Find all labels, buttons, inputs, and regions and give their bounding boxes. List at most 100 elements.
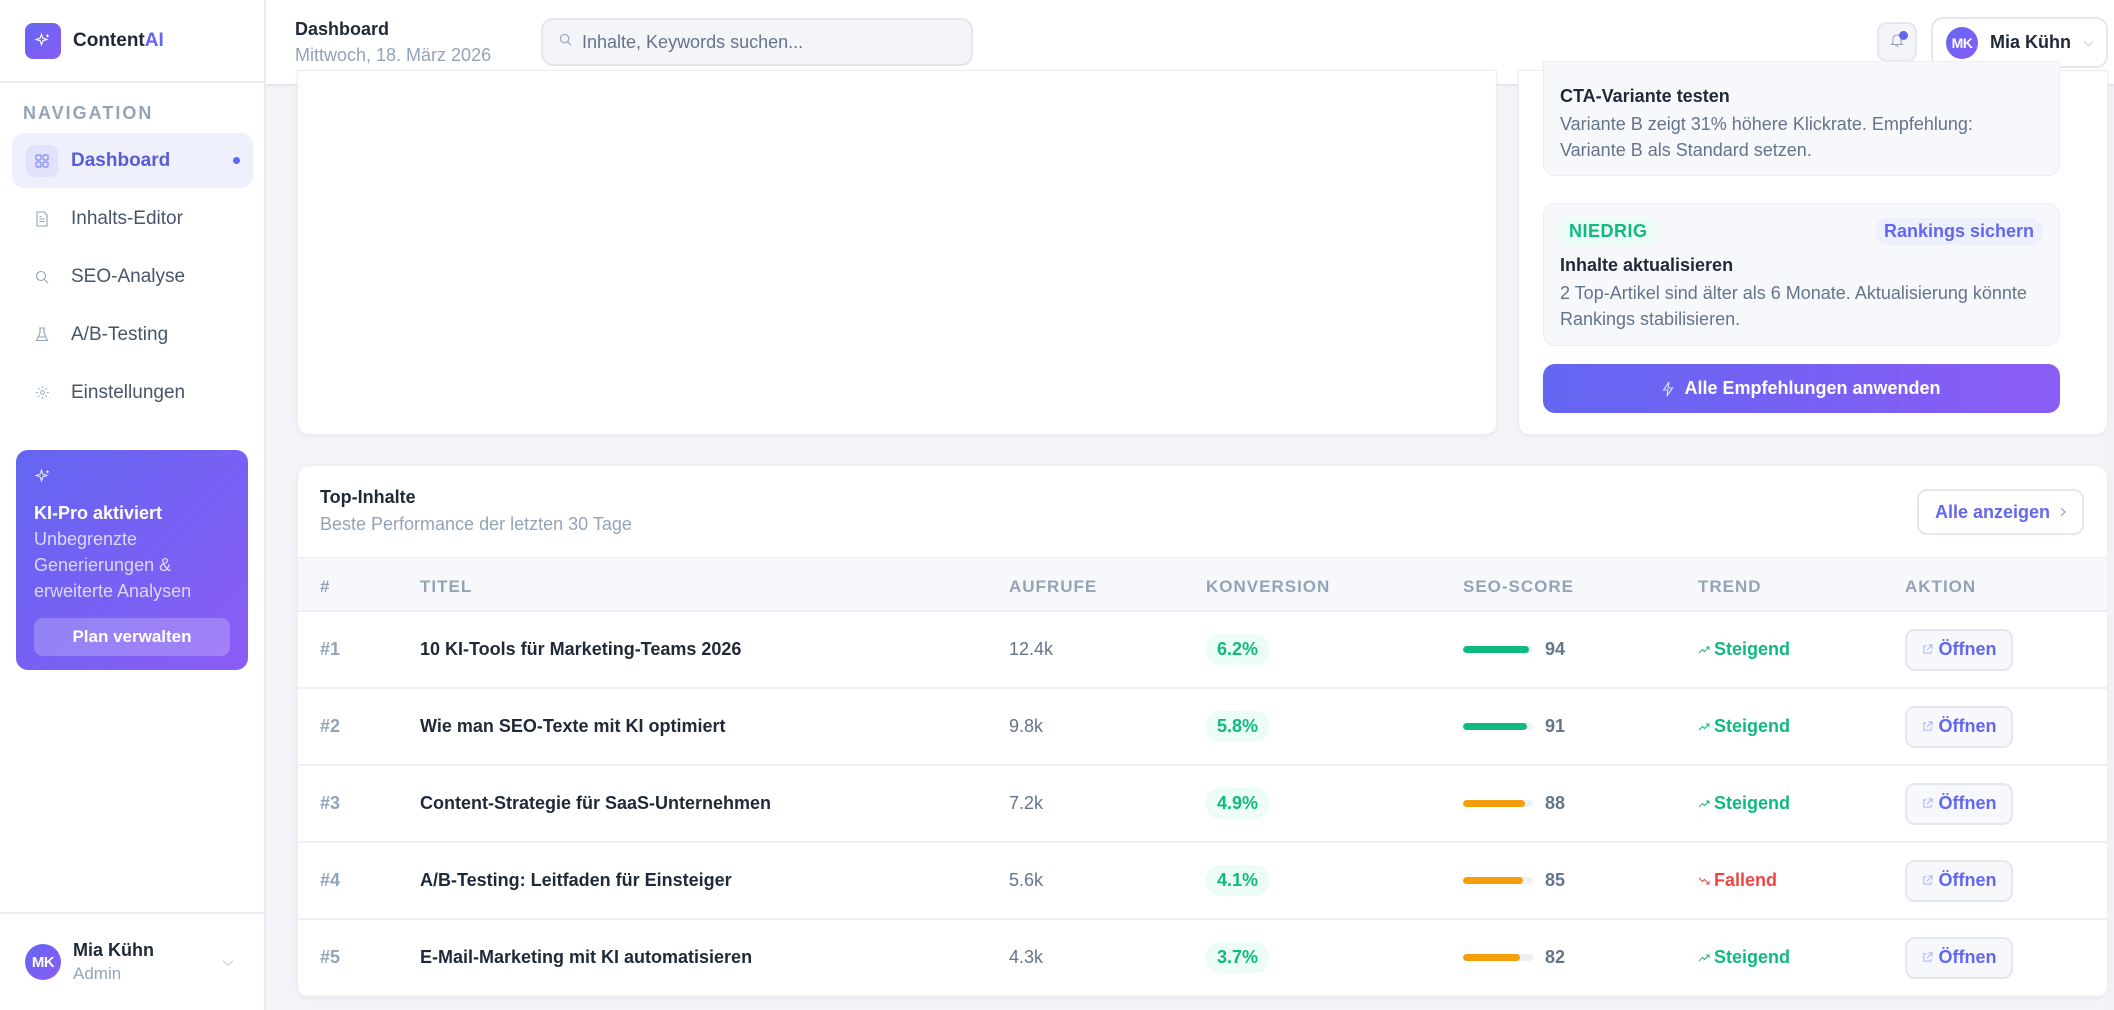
rank: #1 <box>320 639 341 659</box>
sidebar-item-einstellungen[interactable]: Einstellungen <box>12 365 253 420</box>
conversion-cell: 4.1% <box>1206 843 1270 918</box>
seo-score-value: 91 <box>1545 716 1566 736</box>
trend-label: Steigend <box>1714 793 1791 813</box>
ai-recommendations-card: CTA-Variante testen Variante B zeigt 31%… <box>1518 61 2108 435</box>
brand-name: ContentAI <box>73 30 164 52</box>
sidebar-user-menu[interactable]: MK Mia Kühn Admin <box>0 912 264 1010</box>
open-label: Öffnen <box>1938 793 1997 813</box>
goal-tag: Rankings sichern <box>1874 218 2043 245</box>
views-count: 7.2k <box>1009 793 1044 813</box>
seo-score-cell: 91 <box>1463 689 1565 764</box>
views-count: 4.3k <box>1009 947 1044 967</box>
sparkles-icon <box>25 22 61 59</box>
action-cell: Öffnen <box>1905 612 2013 687</box>
open-button[interactable]: Öffnen <box>1905 936 2013 979</box>
column-header-views[interactable]: AUFRUFE <box>1009 577 1098 596</box>
avatar: MK <box>1946 26 1978 59</box>
column-header-action: AKTION <box>1905 577 1977 596</box>
search-icon <box>26 261 58 293</box>
table-header: # TITEL AUFRUFE KONVERSION SEO-SCORE TRE… <box>298 557 2107 612</box>
promo-title: KI-Pro aktiviert <box>34 503 163 523</box>
column-header-title[interactable]: TITEL <box>420 577 473 596</box>
conversion-cell: 4.9% <box>1206 766 1270 841</box>
gear-icon <box>26 377 58 409</box>
notification-badge <box>1899 31 1908 40</box>
recommendation-item[interactable]: NIEDRIG Rankings sichern Inhalte aktuali… <box>1543 203 2060 346</box>
chevron-down-icon <box>2083 36 2094 50</box>
seo-score-bar <box>1463 877 1533 884</box>
nav-section-label: NAVIGATION <box>23 103 154 123</box>
recommendation-text: 2 Top-Artikel sind älter als 6 Monate. A… <box>1560 283 2027 329</box>
page-scrollbar[interactable] <box>2108 86 2114 1010</box>
open-button[interactable]: Öffnen <box>1905 628 2013 671</box>
trend-label: Steigend <box>1714 947 1791 967</box>
table-row[interactable]: #3 Content-Strategie für SaaS-Unternehmen… <box>298 766 2107 843</box>
sidebar-item-seo-analyse[interactable]: SEO-Analyse <box>12 249 253 304</box>
conversion-badge: 3.7% <box>1206 942 1270 973</box>
search-field[interactable] <box>541 18 973 66</box>
column-header-seo-score[interactable]: SEO-SCORE <box>1463 577 1575 596</box>
open-button[interactable]: Öffnen <box>1905 705 2013 748</box>
table-row[interactable]: #4 A/B-Testing: Leitfaden für Einsteiger 5… <box>298 843 2107 920</box>
active-indicator <box>233 157 240 164</box>
seo-score-cell: 94 <box>1463 612 1565 687</box>
rank: #2 <box>320 716 341 736</box>
manage-plan-button[interactable]: Plan verwalten <box>34 618 230 656</box>
sidebar-item-label: SEO-Analyse <box>71 265 186 287</box>
avatar: MK <box>25 944 61 980</box>
apply-all-recommendations-button[interactable]: Alle Empfehlungen anwenden <box>1543 364 2060 413</box>
content-title[interactable]: 10 KI-Tools für Marketing-Teams 2026 <box>420 639 742 659</box>
seo-score-bar <box>1463 646 1533 653</box>
sidebar-item-label: Dashboard <box>71 149 171 171</box>
table-row[interactable]: #1 10 KI-Tools für Marketing-Teams 2026 12… <box>298 612 2107 689</box>
recommendation-item[interactable]: CTA-Variante testen Variante B zeigt 31%… <box>1543 61 2060 176</box>
seo-score-value: 82 <box>1545 947 1566 967</box>
lightning-icon <box>1662 381 1675 396</box>
external-link-icon <box>1922 798 1933 808</box>
brand[interactable]: ContentAI <box>0 0 264 83</box>
notifications-button[interactable] <box>1877 22 1917 62</box>
table-row[interactable]: #2 Wie man SEO-Texte mit KI optimiert 9.8k… <box>298 689 2107 766</box>
current-date: Mittwoch, 18. März 2026 <box>295 45 492 65</box>
user-name: Mia Kühn <box>73 940 154 960</box>
conversion-cell: 6.2% <box>1206 612 1270 687</box>
content-title[interactable]: E-Mail-Marketing mit KI automatisieren <box>420 947 753 967</box>
user-menu-button[interactable]: MK Mia Kühn <box>1931 17 2108 68</box>
external-link-icon <box>1922 875 1933 885</box>
sidebar-item-dashboard[interactable]: Dashboard <box>12 133 253 188</box>
content-title[interactable]: Wie man SEO-Texte mit KI optimiert <box>420 716 726 736</box>
sidebar-nav: Dashboard Inhalts-Editor SEO-Analyse A/B… <box>12 133 253 423</box>
column-header-conversion[interactable]: KONVERSION <box>1206 577 1331 596</box>
content-title[interactable]: Content-Strategie für SaaS-Unternehmen <box>420 793 772 813</box>
seo-score-cell: 82 <box>1463 920 1565 995</box>
conversion-badge: 4.1% <box>1206 865 1270 896</box>
seo-score-fill <box>1463 954 1521 961</box>
external-link-icon <box>1922 721 1933 731</box>
priority-badge: NIEDRIG <box>1560 218 1657 245</box>
chevron-down-icon <box>222 954 234 970</box>
action-cell: Öffnen <box>1905 920 2013 995</box>
sparkles-icon <box>34 468 230 491</box>
open-button[interactable]: Öffnen <box>1905 782 2013 825</box>
content-title[interactable]: A/B-Testing: Leitfaden für Einsteiger <box>420 870 732 890</box>
open-button[interactable]: Öffnen <box>1905 859 2013 902</box>
action-cell: Öffnen <box>1905 843 2013 918</box>
open-label: Öffnen <box>1938 870 1997 890</box>
conversion-badge: 4.9% <box>1206 788 1270 819</box>
action-cell: Öffnen <box>1905 766 2013 841</box>
seo-score-cell: 88 <box>1463 766 1565 841</box>
search-input[interactable] <box>582 31 962 53</box>
table-row[interactable]: #5 E-Mail-Marketing mit KI automatisieren… <box>298 920 2107 997</box>
grid-icon <box>26 144 58 177</box>
column-header-trend[interactable]: TREND <box>1698 577 1762 596</box>
open-label: Öffnen <box>1938 639 1997 659</box>
sidebar-item-ab-testing[interactable]: A/B-Testing <box>12 307 253 362</box>
seo-score-value: 94 <box>1545 639 1566 659</box>
external-link-icon <box>1922 644 1933 654</box>
seo-score-fill <box>1463 800 1525 807</box>
view-all-button[interactable]: Alle anzeigen <box>1917 489 2084 535</box>
sidebar-item-label: Einstellungen <box>71 381 186 403</box>
sidebar-item-inhalts-editor[interactable]: Inhalts-Editor <box>12 191 253 246</box>
seo-score-fill <box>1463 877 1523 884</box>
trend-label: Steigend <box>1714 639 1791 659</box>
